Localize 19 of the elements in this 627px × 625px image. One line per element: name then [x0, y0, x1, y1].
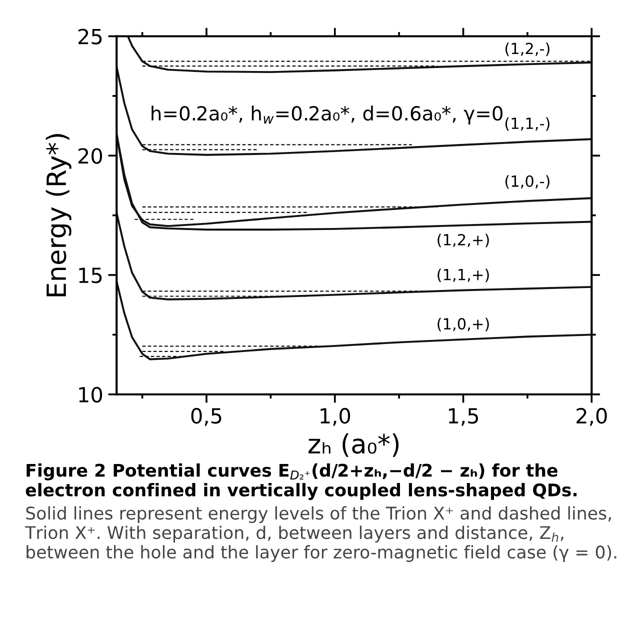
y-tick-label: 10: [79, 386, 102, 403]
y-tick-label: 20: [78, 148, 102, 164]
y-tick-label: 25: [78, 28, 102, 44]
series-label: (1,2,+): [438, 234, 489, 248]
series-label: (1,2,-): [505, 42, 550, 56]
series-label: (1,1,+): [438, 268, 489, 282]
series-label: (1,0,+): [438, 318, 489, 332]
x-tick-label: 1,0: [320, 408, 350, 426]
series-label: (1,0,-): [505, 175, 550, 189]
series-label: (1,1,-): [505, 117, 550, 131]
caption: Figure 2 Potential curves E$_{D₂⁺}$(d/2+zₕ,−d/2 − zₕ) for the electron confined in vertically coupled lens-shaped QDs.: [26, 463, 577, 500]
x-tick-label: 1,5: [448, 408, 478, 426]
annotation: h=0.2a₀*, h$_{w}$=0.2a₀*, d=0.6a₀*, γ=0: [152, 106, 502, 124]
y-tick-label: 15: [79, 268, 102, 284]
y-axis-title: Energy (Ry*): [46, 134, 72, 296]
x-axis-title: zₕ (a₀*): [308, 433, 399, 457]
text: Solid lines represent energy levels of the Trion X⁺ and dashed lines, Trion X⁺. With separation, d, between layers and distance, Z$_{h}$, between the hole and the layer for zero-magnetic field case (γ = 0).: [25, 506, 616, 562]
x-tick-label: 0,5: [191, 408, 222, 426]
x-tick-label: 2,0: [576, 408, 607, 426]
